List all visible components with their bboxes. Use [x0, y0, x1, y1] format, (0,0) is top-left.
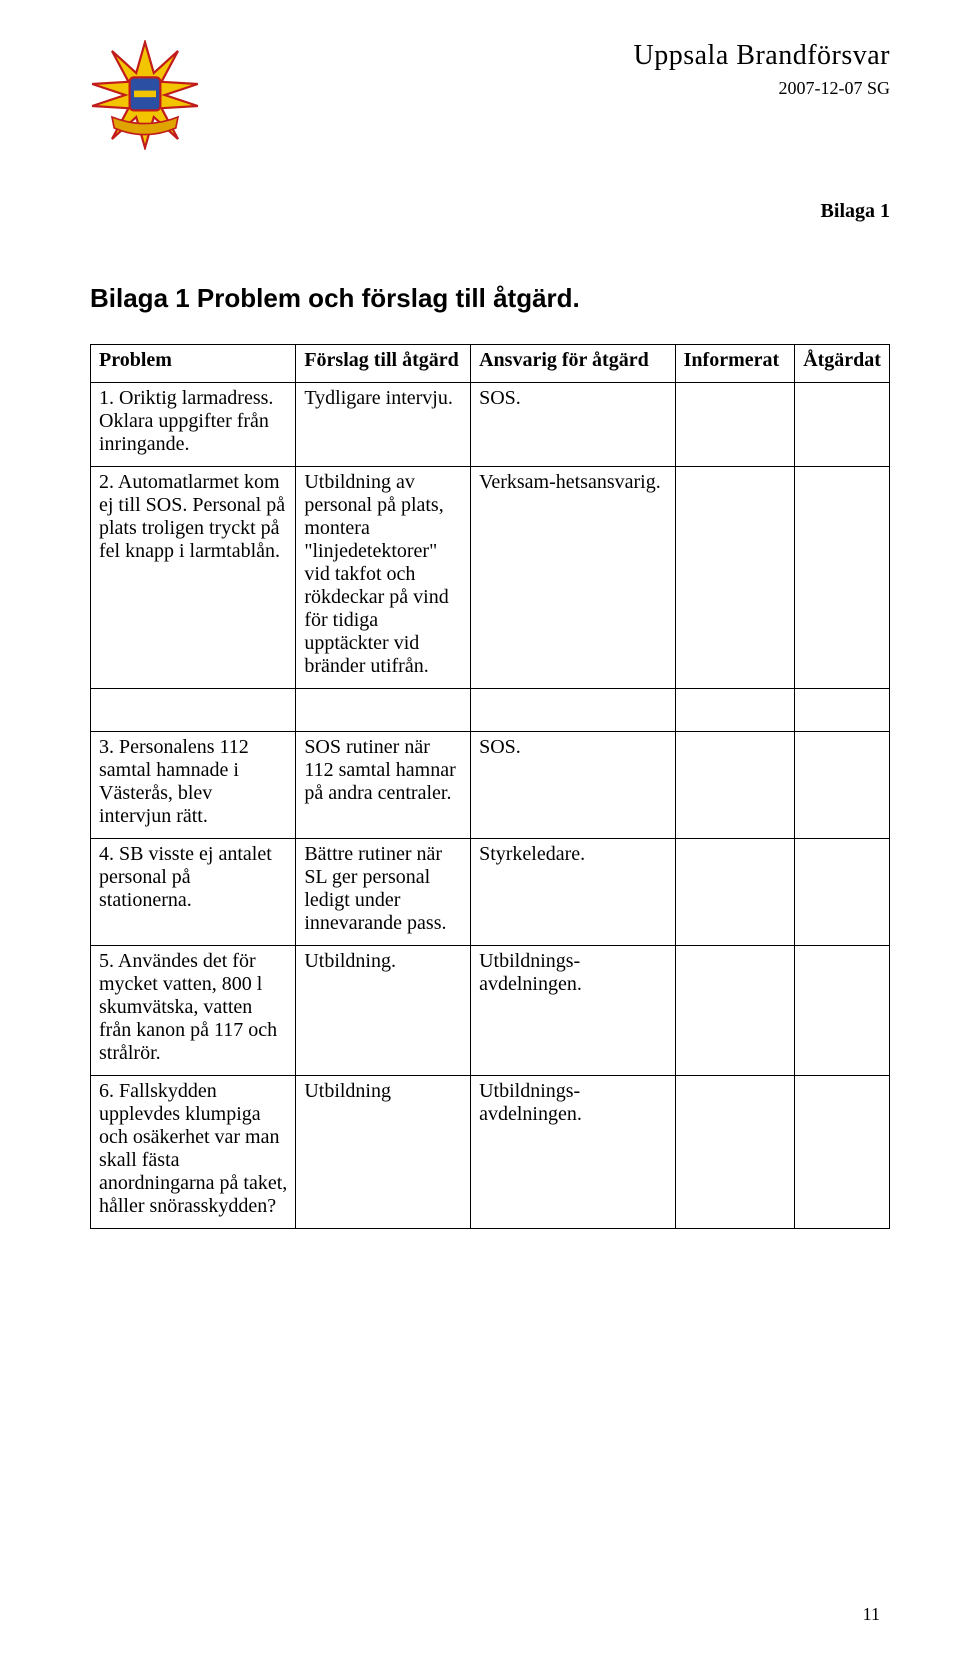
table-row: 6. Fallskydden upplevdes klumpiga och os… — [91, 1076, 890, 1229]
header-row: Uppsala Brandförsvar 2007-12-07 SG — [90, 40, 890, 150]
table-row: 2. Automatlarmet kom ej till SOS. Person… — [91, 467, 890, 689]
cell-informerat — [675, 946, 795, 1076]
header-text: Uppsala Brandförsvar 2007-12-07 SG — [634, 40, 890, 99]
cell-ansvarig: Styrkeledare. — [471, 839, 676, 946]
cell-informerat — [675, 1076, 795, 1229]
org-name: Uppsala Brandförsvar — [634, 40, 890, 72]
cell-forslag: Utbildning av personal på plats, montera… — [296, 467, 471, 689]
cell-problem: 4. SB visste ej antalet personal på stat… — [91, 839, 296, 946]
doc-date-author: 2007-12-07 SG — [634, 78, 890, 99]
cell-forslag: Utbildning — [296, 1076, 471, 1229]
cell-informerat — [675, 383, 795, 467]
problem-table: Problem Förslag till åtgärd Ansvarig för… — [90, 344, 890, 1229]
document-title: Bilaga 1 Problem och förslag till åtgärd… — [90, 283, 890, 314]
cell-informerat — [675, 732, 795, 839]
cell-problem: 1. Oriktig larmadress. Oklara uppgifter … — [91, 383, 296, 467]
cell-atgardat — [795, 467, 890, 689]
page-number: 11 — [863, 1604, 880, 1625]
cell-atgardat — [795, 839, 890, 946]
cell-problem: 2. Automatlarmet kom ej till SOS. Person… — [91, 467, 296, 689]
cell-atgardat — [795, 732, 890, 839]
table-header-row: Problem Förslag till åtgärd Ansvarig för… — [91, 345, 890, 383]
col-header-informerat: Informerat — [675, 345, 795, 383]
cell-ansvarig: Verksam-hetsansvarig. — [471, 467, 676, 689]
cell-ansvarig: Utbildnings-avdelningen. — [471, 1076, 676, 1229]
cell-atgardat — [795, 383, 890, 467]
cell-ansvarig: SOS. — [471, 383, 676, 467]
cell-forslag: Bättre rutiner när SL ger personal ledig… — [296, 839, 471, 946]
col-header-forslag: Förslag till åtgärd — [296, 345, 471, 383]
cell-problem: 5. Användes det för mycket vatten, 800 l… — [91, 946, 296, 1076]
cell-forslag: SOS rutiner när 112 samtal hamnar på and… — [296, 732, 471, 839]
cell-ansvarig: SOS. — [471, 732, 676, 839]
cell-ansvarig: Utbildnings-avdelningen. — [471, 946, 676, 1076]
table-row: 4. SB visste ej antalet personal på stat… — [91, 839, 890, 946]
col-header-problem: Problem — [91, 345, 296, 383]
logo — [90, 40, 200, 150]
cell-problem: 6. Fallskydden upplevdes klumpiga och os… — [91, 1076, 296, 1229]
table-row: 5. Användes det för mycket vatten, 800 l… — [91, 946, 890, 1076]
cell-atgardat — [795, 1076, 890, 1229]
col-header-atgardat: Åtgärdat — [795, 345, 890, 383]
table-gap-row — [91, 689, 890, 732]
cell-forslag: Tydligare intervju. — [296, 383, 471, 467]
table-row: 3. Personalens 112 samtal hamnade i Väst… — [91, 732, 890, 839]
cell-atgardat — [795, 946, 890, 1076]
table-row: 1. Oriktig larmadress. Oklara uppgifter … — [91, 383, 890, 467]
page: Uppsala Brandförsvar 2007-12-07 SG Bilag… — [0, 0, 960, 1655]
cell-forslag: Utbildning. — [296, 946, 471, 1076]
bilaga-label: Bilaga 1 — [90, 200, 890, 223]
fire-brigade-crest-icon — [90, 40, 200, 150]
cell-informerat — [675, 467, 795, 689]
col-header-ansvarig: Ansvarig för åtgärd — [471, 345, 676, 383]
cell-problem: 3. Personalens 112 samtal hamnade i Väst… — [91, 732, 296, 839]
cell-informerat — [675, 839, 795, 946]
